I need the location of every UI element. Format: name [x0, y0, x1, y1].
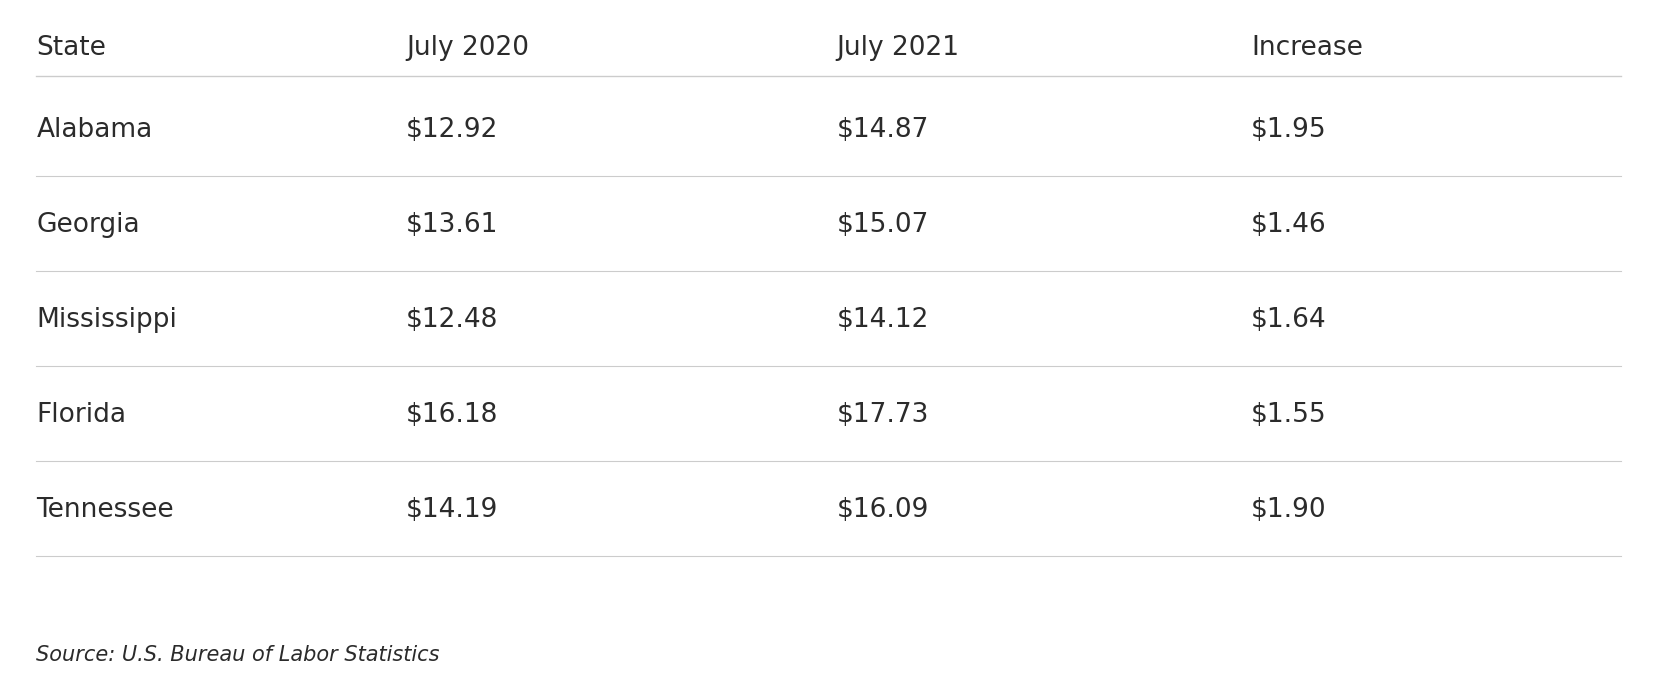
Text: $16.18: $16.18: [406, 402, 499, 428]
Text: $16.09: $16.09: [837, 497, 930, 523]
Text: $13.61: $13.61: [406, 212, 499, 238]
Text: Source: U.S. Bureau of Labor Statistics: Source: U.S. Bureau of Labor Statistics: [36, 645, 441, 665]
Text: $1.46: $1.46: [1251, 212, 1327, 238]
Text: $1.95: $1.95: [1251, 117, 1327, 143]
Text: $17.73: $17.73: [837, 402, 930, 428]
Text: Tennessee: Tennessee: [36, 497, 174, 523]
Text: Alabama: Alabama: [36, 117, 152, 143]
Text: $12.92: $12.92: [406, 117, 499, 143]
Text: July 2021: July 2021: [837, 35, 959, 61]
Text: Mississippi: Mississippi: [36, 307, 177, 333]
Text: Georgia: Georgia: [36, 212, 141, 238]
Text: $14.87: $14.87: [837, 117, 930, 143]
Text: $14.12: $14.12: [837, 307, 930, 333]
Text: $1.90: $1.90: [1251, 497, 1327, 523]
Text: $12.48: $12.48: [406, 307, 499, 333]
Text: Increase: Increase: [1251, 35, 1364, 61]
Text: $14.19: $14.19: [406, 497, 499, 523]
Text: July 2020: July 2020: [406, 35, 529, 61]
Text: $15.07: $15.07: [837, 212, 930, 238]
Text: Florida: Florida: [36, 402, 126, 428]
Text: $1.55: $1.55: [1251, 402, 1327, 428]
Text: $1.64: $1.64: [1251, 307, 1327, 333]
Text: State: State: [36, 35, 106, 61]
